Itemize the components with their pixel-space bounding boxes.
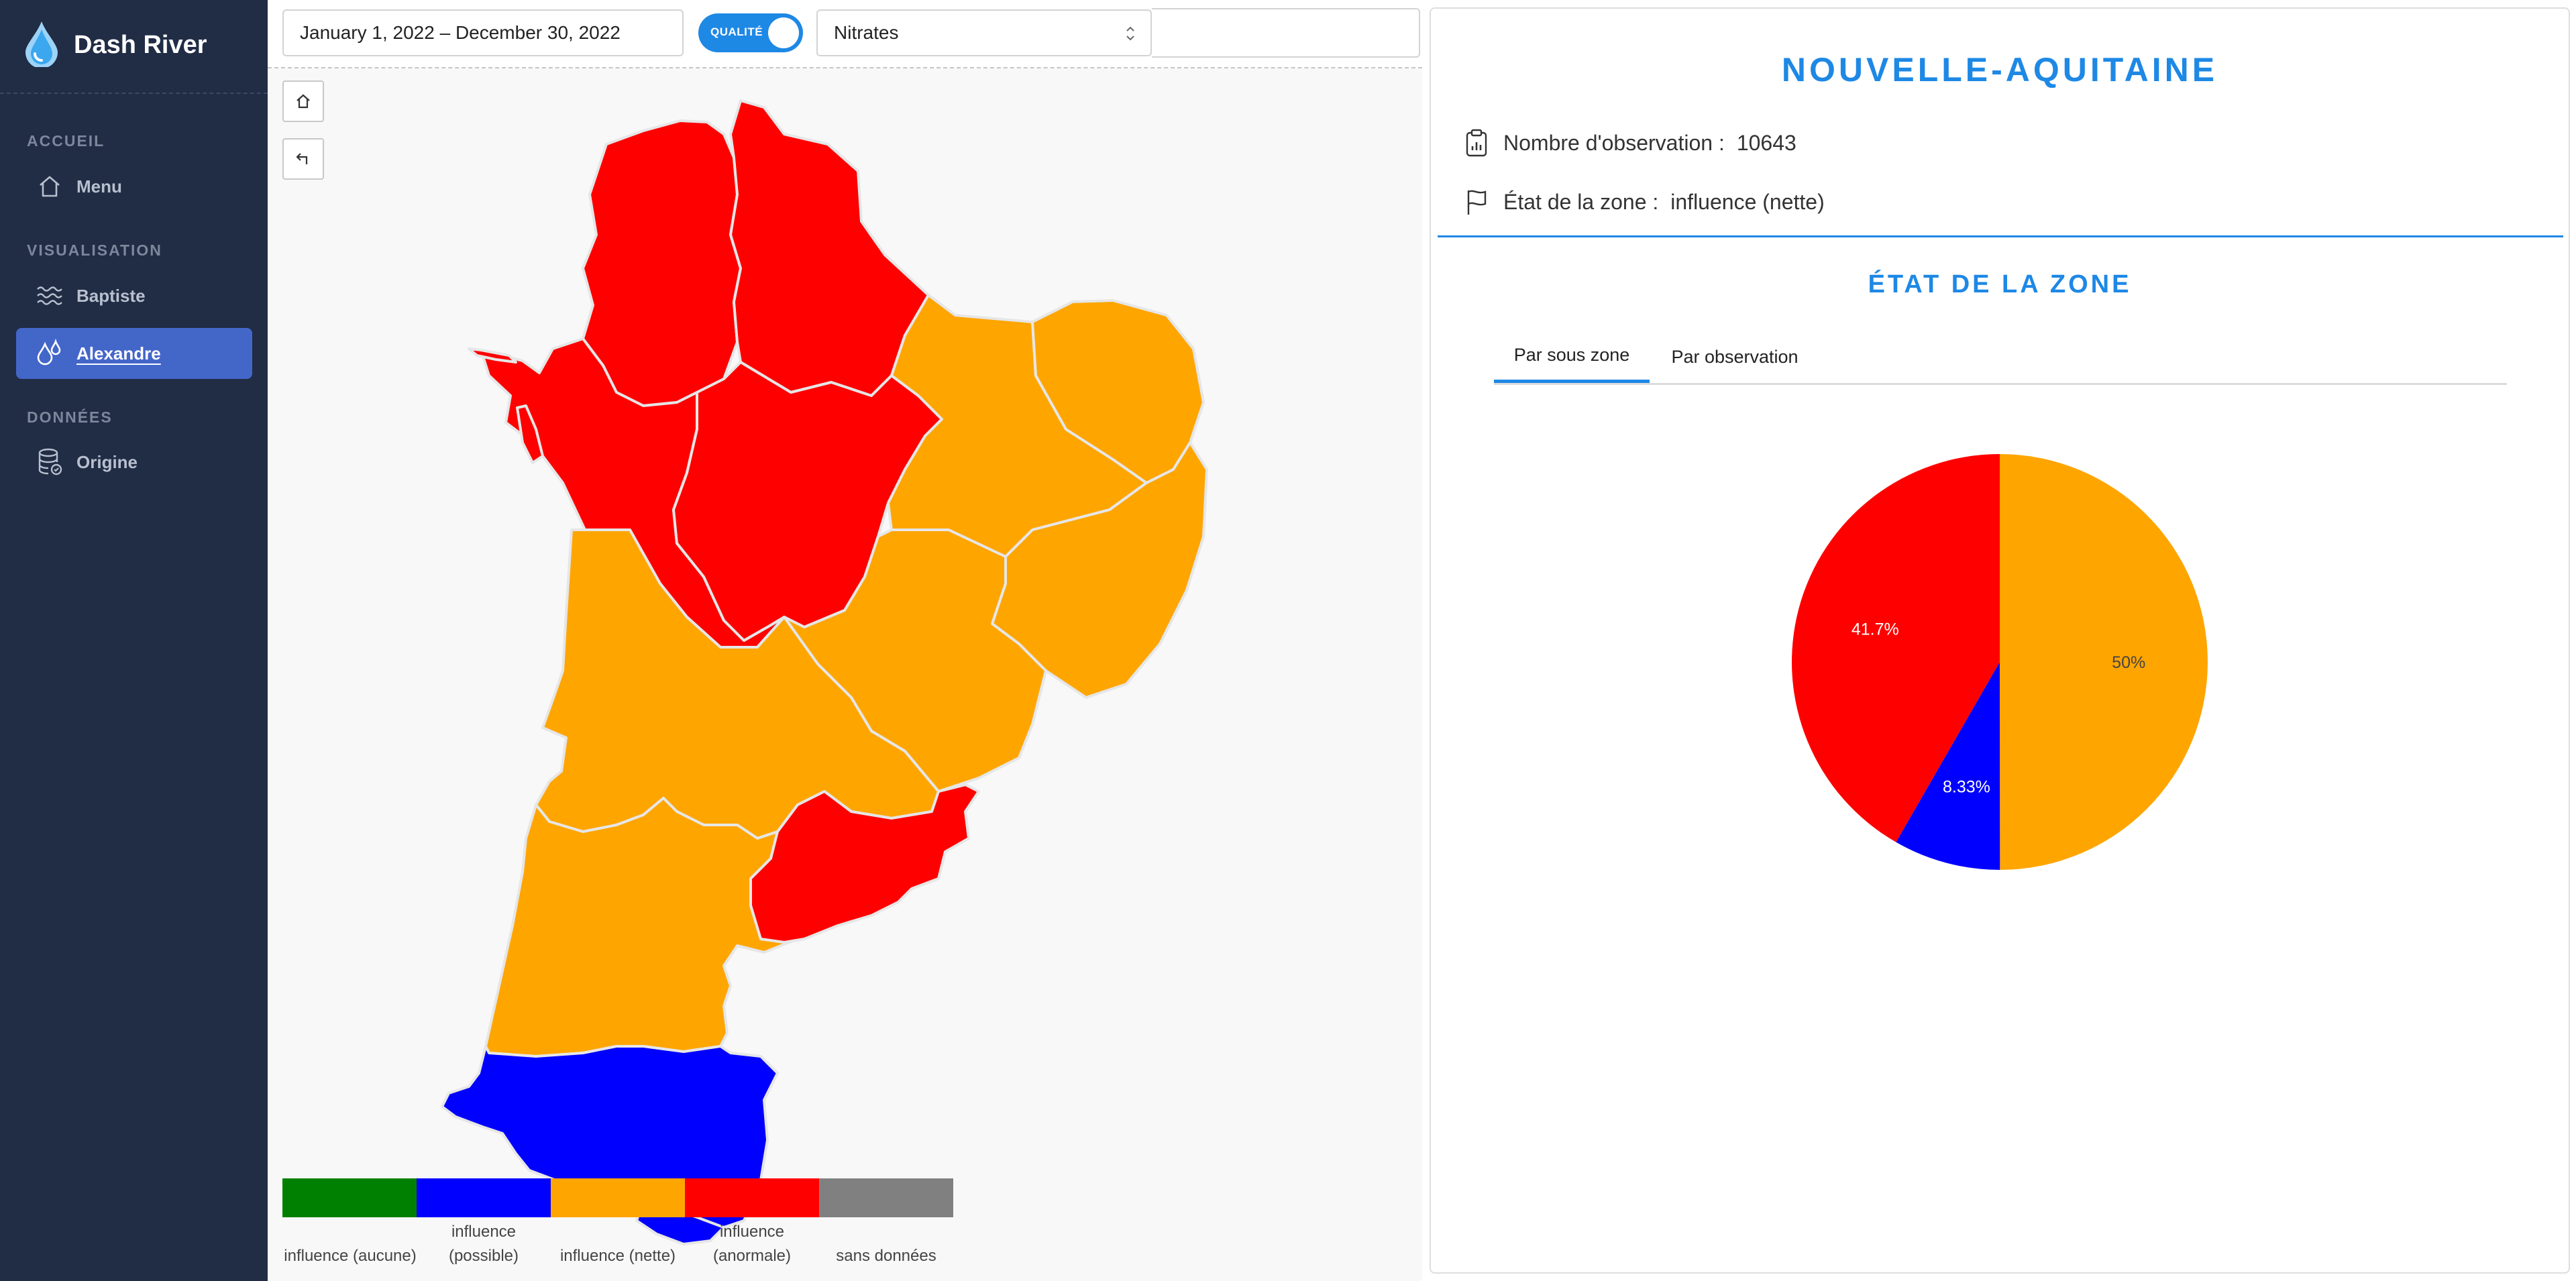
legend-label: influence (anormale)	[712, 1223, 792, 1265]
legend-label: influence (aucune)	[284, 1247, 417, 1265]
map-zone-correze[interactable]	[991, 441, 1208, 699]
map-zone-ile-de-re[interactable]	[468, 347, 517, 364]
legend-swatch-anormale	[685, 1178, 819, 1217]
home-icon	[297, 94, 310, 109]
legend-label: influence (nette)	[559, 1247, 676, 1265]
sidebar-item-baptiste[interactable]: Baptiste	[16, 270, 252, 321]
observations-label: Nombre d'observation :	[1503, 130, 1725, 155]
legend-swatch-nette	[551, 1178, 685, 1217]
sidebar-item-label: Origine	[76, 451, 138, 472]
pie-slice-label: 41.7%	[1851, 620, 1899, 638]
observations-row: Nombre d'observation : 10643	[1463, 127, 1796, 159]
section-visualisation: VISUALISATION	[27, 241, 162, 259]
map-area: January 1, 2022 – December 30, 2022 QUAL…	[268, 0, 1422, 1281]
parameter-select[interactable]: Nitrates	[816, 9, 1152, 56]
section-title: ÉTAT DE LA ZONE	[1868, 270, 2132, 298]
observations-value: 10643	[1736, 130, 1796, 155]
zone-state-row: État de la zone : influence (nette)	[1463, 186, 1825, 218]
zone-state-label: État de la zone :	[1503, 189, 1659, 214]
flag-icon	[1463, 186, 1490, 218]
tab-par-observation[interactable]: Par observation	[1671, 346, 1799, 367]
sidebar-item-label: Alexandre	[76, 343, 161, 364]
panel-divider	[1438, 235, 2563, 237]
sidebar-divider	[0, 93, 268, 94]
sidebar-item-label: Menu	[76, 176, 122, 197]
home-icon	[35, 172, 64, 201]
zone-state-pie-chart: 50% 8.33% 41.7%	[1792, 454, 2208, 870]
parameter-value: Nitrates	[834, 22, 899, 43]
pie-slice[interactable]	[1896, 662, 2000, 870]
section-accueil: ACCUEIL	[27, 132, 105, 150]
toggle-knob	[768, 17, 799, 48]
legend-label: sans données	[836, 1247, 936, 1265]
legend-swatch-aucune	[282, 1178, 417, 1217]
legend-swatch-sans-donnees	[819, 1178, 953, 1217]
map-zone-landes[interactable]	[484, 797, 799, 1058]
region-title: NOUVELLE-AQUITAINE	[1781, 51, 2218, 89]
map-back-button[interactable]	[282, 138, 324, 180]
toggle-label: QUALITÉ	[710, 25, 763, 38]
filter-bar: January 1, 2022 – December 30, 2022 QUAL…	[268, 0, 1422, 68]
pie-slice-label: 50%	[2112, 653, 2145, 672]
map-home-button[interactable]	[282, 80, 324, 122]
back-arrow-icon	[296, 153, 308, 164]
zone-detail-panel: NOUVELLE-AQUITAINE Nombre d'observation …	[1430, 7, 2570, 1274]
legend-label: influence (possible)	[448, 1223, 519, 1265]
database-icon	[35, 447, 64, 477]
pie-slice[interactable]	[1792, 454, 2000, 842]
section-donnees: DONNÉES	[27, 408, 113, 426]
map-legend: influence (aucune) influence (possible) …	[282, 1178, 953, 1279]
app-name: Dash River	[74, 30, 207, 59]
pie-slice[interactable]	[2000, 454, 2208, 870]
chevron-updown-icon	[1124, 24, 1137, 43]
zone-state-value: influence (nette)	[1670, 189, 1825, 214]
water-drop-icon	[23, 20, 60, 70]
pie-slice-label: 8.33%	[1943, 778, 1990, 797]
sidebar-item-alexandre[interactable]: Alexandre	[16, 328, 252, 379]
region-map	[441, 99, 1208, 1245]
map-zone-ile-oleron[interactable]	[516, 404, 544, 464]
date-range-picker[interactable]: January 1, 2022 – December 30, 2022	[282, 9, 684, 56]
map-zone-deux-sevres[interactable]	[582, 119, 742, 407]
brand[interactable]: Dash River	[23, 21, 207, 68]
legend-swatch-possible	[417, 1178, 551, 1217]
map-zone-lot-et-garonne[interactable]	[749, 783, 980, 944]
droplets-icon	[35, 339, 64, 368]
chart-tabs: Par sous zone Par observation	[1494, 331, 2507, 385]
tab-par-sous-zone[interactable]: Par sous zone	[1494, 331, 1650, 383]
quality-toggle[interactable]: QUALITÉ	[698, 13, 803, 52]
sidebar-item-menu[interactable]: Menu	[16, 161, 252, 212]
sidebar-item-origine[interactable]: Origine	[16, 437, 252, 488]
sidebar-item-label: Baptiste	[76, 285, 146, 306]
filter-extra-field[interactable]	[1152, 8, 1420, 58]
sidebar: Dash River ACCUEIL Menu VISUALISATION Ba…	[0, 0, 268, 1281]
clipboard-chart-icon	[1463, 127, 1490, 159]
waves-icon	[35, 281, 64, 311]
